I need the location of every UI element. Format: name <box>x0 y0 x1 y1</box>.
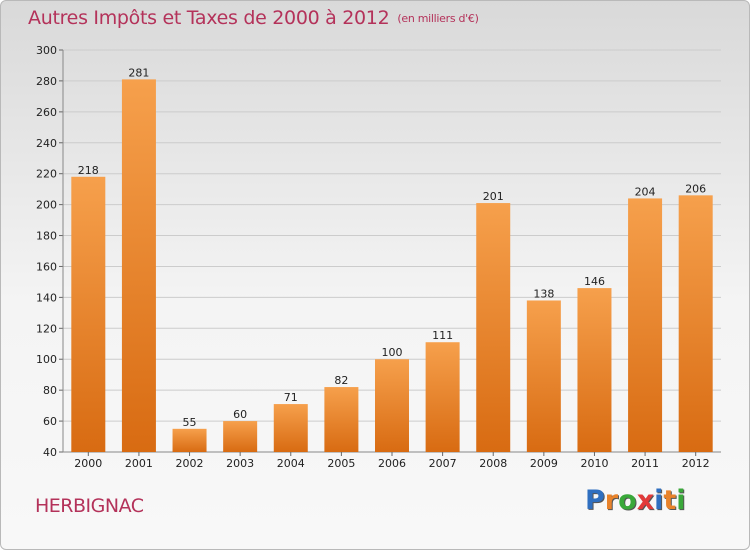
bar-2011 <box>628 198 663 452</box>
logo-letter: P <box>585 485 605 516</box>
y-tick-label: 100 <box>36 353 57 366</box>
y-tick-label: 280 <box>36 75 57 88</box>
value-label-2002: 55 <box>183 416 197 429</box>
x-tick-label-2009: 2009 <box>530 457 558 470</box>
value-label-2011: 204 <box>635 185 656 198</box>
x-tick-label-2001: 2001 <box>125 457 153 470</box>
x-tick-label-2008: 2008 <box>479 457 507 470</box>
x-tick-label-2003: 2003 <box>226 457 254 470</box>
value-label-2009: 138 <box>533 287 554 300</box>
y-tick-label: 260 <box>36 106 57 119</box>
value-label-2005: 82 <box>334 374 348 387</box>
x-tick-label-2011: 2011 <box>631 457 659 470</box>
x-tick-label-2010: 2010 <box>580 457 608 470</box>
logo-letter: r <box>604 485 619 516</box>
y-tick-label: 120 <box>36 322 57 335</box>
chart-title-text: Autres Impôts et Taxes de 2000 à 2012 <box>28 7 390 29</box>
y-tick-label: 220 <box>36 168 57 181</box>
value-label-2004: 71 <box>284 391 298 404</box>
bar-2000 <box>71 176 106 453</box>
logo-letter: x <box>636 485 655 516</box>
bar-2005 <box>324 387 359 452</box>
bar-2008 <box>476 203 511 452</box>
bar-2012 <box>678 195 713 453</box>
y-tick-label: 60 <box>43 415 57 428</box>
value-label-2010: 146 <box>584 275 605 288</box>
value-label-2008: 201 <box>483 190 504 203</box>
value-label-2001: 281 <box>128 66 149 79</box>
y-tick-label: 300 <box>36 44 57 57</box>
value-label-2006: 100 <box>382 346 403 359</box>
bar-2002 <box>172 428 207 452</box>
bar-2009 <box>526 300 561 452</box>
proxiti-logo: Proxiti <box>585 485 686 516</box>
logo-letter: i <box>654 485 664 516</box>
value-label-2007: 111 <box>432 329 453 342</box>
x-tick-label-2007: 2007 <box>429 457 457 470</box>
y-tick-label: 160 <box>36 260 57 273</box>
x-tick-label-2012: 2012 <box>682 457 710 470</box>
value-label-2012: 206 <box>685 182 706 195</box>
bar-2004 <box>273 404 308 452</box>
logo-letter: t <box>663 485 677 516</box>
bar-2010 <box>577 288 612 452</box>
y-tick-label: 140 <box>36 291 57 304</box>
x-tick-label-2002: 2002 <box>176 457 204 470</box>
bar-2003 <box>223 421 258 452</box>
y-tick-label: 40 <box>43 446 57 459</box>
x-tick-label-2000: 2000 <box>74 457 102 470</box>
x-tick-label-2004: 2004 <box>277 457 305 470</box>
value-label-2000: 218 <box>78 164 99 177</box>
y-tick-label: 80 <box>43 384 57 397</box>
logo-letter: i <box>676 485 686 516</box>
chart-subtitle: (en milliers d'€) <box>397 12 479 25</box>
value-label-2003: 60 <box>233 408 247 421</box>
bar-2007 <box>425 342 460 452</box>
y-tick-label: 200 <box>36 199 57 212</box>
bar-2001 <box>121 79 156 452</box>
bar-2006 <box>375 359 409 452</box>
y-tick-label: 240 <box>36 137 57 150</box>
chart-title: Autres Impôts et Taxes de 2000 à 2012 (en… <box>28 7 479 29</box>
logo-letter: o <box>618 485 637 516</box>
x-tick-label-2005: 2005 <box>327 457 355 470</box>
commune-name: HERBIGNAC <box>35 495 144 517</box>
x-tick-label-2006: 2006 <box>378 457 406 470</box>
y-tick-label: 180 <box>36 230 57 243</box>
